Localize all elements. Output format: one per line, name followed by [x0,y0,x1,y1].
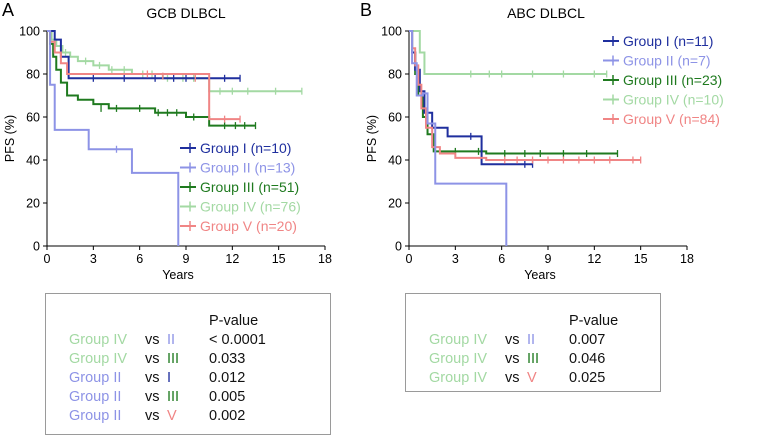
panel-b-line-group-iii [409,30,618,155]
pvalue-group: Group IV [429,370,488,386]
panel-b-line-group-v [409,30,641,161]
pvalue-other-group: III [167,351,180,367]
pvalue-vs: vs [505,332,520,348]
panel-a-x-tick-label: 12 [225,252,239,266]
panel-b-letter: B [360,0,372,20]
panel-b-y-tick-label: 40 [388,154,402,168]
pvalue-other-group: III [167,389,180,405]
pvalue-box-b: P-value Group IV vs II 0.007 Group IV vs III 0.… [405,293,661,392]
panel-b-x-tick-label: 9 [545,252,552,266]
panel-a-y-tick-label: 20 [26,197,40,211]
panel-a-x-tick-label: 18 [318,252,332,266]
panel-b-legend-label-group-iv: Group IV (n=10) [623,92,724,108]
panel-a-legend-label-group-iii: Group III (n=51) [200,179,299,195]
pvalue-value: 0.002 [209,408,246,424]
panel-b-x-tick-label: 3 [452,252,459,266]
panel-b-y-tick-label: 0 [395,240,402,254]
pvalue-value: < 0.0001 [209,332,266,348]
pvalue-vs: vs [145,408,160,424]
panel-a-legend-label-group-i: Group I (n=10) [200,140,291,156]
pvalue-other-group: II [527,332,536,348]
panel-a-y-tick-label: 0 [33,240,40,254]
panel-b-y-tick-label: 60 [388,111,402,125]
panel-b-chart: 0 20 40 60 80 100 0 3 6 9 12 15 18 Years PFS (%) Group … [365,25,724,283]
pvalue-other-group: I [167,370,172,386]
panel-a-x-tick-label: 15 [272,252,286,266]
panel-a-y-tick-label: 60 [26,111,40,125]
pvalue-vs: vs [145,389,160,405]
panel-b-legend-label-group-iii: Group III (n=23) [623,72,722,88]
panel-b-x-tick-label: 12 [587,252,601,266]
panel-a-title: GCB DLBCL [146,5,226,21]
panel-a-x-tick-label: 3 [90,252,97,266]
panel-a-x-tick-label: 6 [136,252,143,266]
panel-b-title: ABC DLBCL [507,5,585,21]
panel-b-y-tick-label: 20 [388,197,402,211]
pvalue-value: 0.025 [569,370,606,386]
pvalue-value: 0.012 [209,370,246,386]
panel-a-legend-label-group-iv: Group IV (n=76) [200,199,301,215]
panel-b-line-group-ii [409,30,508,246]
panel-b-x-tick-label: 6 [498,252,505,266]
pvalue-vs: vs [145,370,160,386]
pvalue-vs: vs [145,332,160,348]
pvalue-other-group: V [527,370,537,386]
panel-a-line-group-iii [47,30,256,127]
pvalue-value: 0.046 [569,351,606,367]
panel-a-y-axis-title: PFS (%) [3,115,17,162]
pvalue-other-group: III [527,351,540,367]
pvalue-value: 0.005 [209,389,246,405]
panel-b-x-axis-title: Years [524,268,556,282]
panel-a-x-tick-label: 9 [183,252,190,266]
pvalue-value: 0.033 [209,351,246,367]
panel-a-line-group-v [47,30,241,121]
panel-b-legend-label-group-v: Group V (n=84) [623,111,720,127]
panel-a-y-tick-label: 100 [19,25,40,39]
panel-b-x-tick-label: 15 [634,252,648,266]
panel-a-y-tick-label: 80 [26,68,40,82]
pvalue-group: Group IV [69,351,128,367]
panel-b-x-tick-label: 0 [406,252,413,266]
pvalue-header: P-value [569,313,619,329]
panel-b-line-group-i [409,30,533,166]
panel-b-x-tick-label: 18 [680,252,694,266]
pvalue-vs: vs [145,351,160,367]
panel-a-y-tick-label: 40 [26,154,40,168]
panel-a-letter: A [2,0,14,20]
pvalue-group: Group II [69,408,122,424]
pvalue-value: 0.007 [569,332,606,348]
panel-a-x-axis-title: Years [162,268,194,282]
pvalue-other-group: II [167,332,176,348]
panel-a-line-group-ii [47,30,180,246]
pvalue-vs: vs [505,370,520,386]
panel-a-line-group-i [47,30,241,80]
pvalue-box-a: P-value Group IV vs II < 0.0001 Group IV vs II… [45,293,331,435]
panel-a-x-tick-label: 0 [44,252,51,266]
panel-b-y-axis-title: PFS (%) [365,115,379,162]
panel-b-legend-label-group-i: Group I (n=11) [623,33,713,49]
pvalue-group: Group IV [429,332,488,348]
panel-a-legend-label-group-v: Group V (n=20) [200,218,297,234]
pvalue-group: Group IV [69,332,128,348]
panel-b-y-tick-label: 80 [388,68,402,82]
panel-b-legend-label-group-ii: Group II (n=7) [623,53,711,69]
panel-b-line-group-iv [409,30,607,75]
pvalue-other-group: V [167,408,177,424]
pvalue-group: Group II [69,370,122,386]
pvalue-group: Group IV [429,351,488,367]
pvalue-group: Group II [69,389,122,405]
pvalue-vs: vs [505,351,520,367]
panel-a-legend-label-group-ii: Group II (n=13) [200,160,295,176]
panel-b-y-tick-label: 100 [381,25,402,39]
pvalue-header: P-value [209,313,259,329]
panel-a-chart: 0 20 40 60 80 100 0 3 6 9 12 15 18 Years PFS (%) Group … [3,25,332,283]
